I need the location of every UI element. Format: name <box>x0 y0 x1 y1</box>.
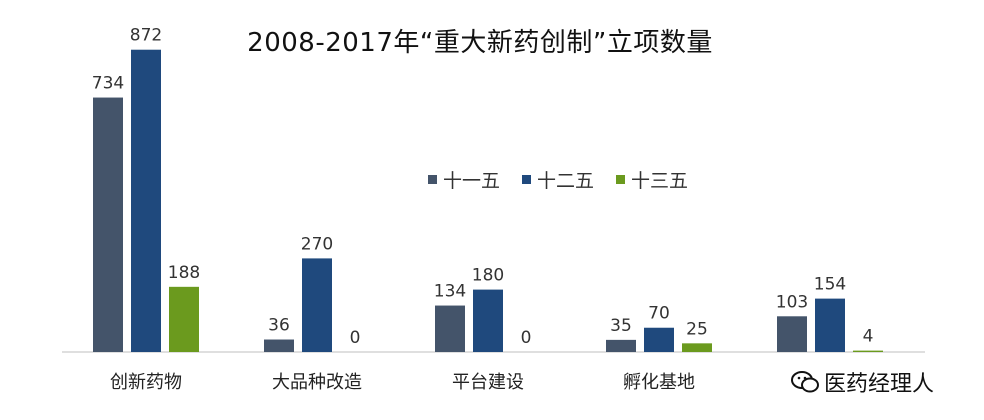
bar-c1-s0 <box>264 339 294 352</box>
bar-c0-s2 <box>169 286 199 352</box>
data-label-c1-s0: 36 <box>268 316 290 336</box>
bar-c3-s0 <box>606 339 636 352</box>
legend-item-series-1: 十一五 <box>428 166 500 193</box>
watermark: 医药经理人 <box>790 362 980 402</box>
bar-c0-s1 <box>131 49 161 352</box>
data-label-c3-s2: 25 <box>686 319 708 339</box>
legend-item-series-2: 十二五 <box>522 166 594 193</box>
legend-swatch-series-2 <box>522 175 532 184</box>
wechat-icon <box>791 371 819 393</box>
data-label-c4-s0: 103 <box>776 292 808 312</box>
data-label-c3-s0: 35 <box>610 316 632 336</box>
watermark-text: 医药经理人 <box>824 372 935 397</box>
data-label-c1-s1: 270 <box>301 234 333 254</box>
data-label-c1-s2: 0 <box>350 328 361 348</box>
legend-item-series-3: 十三五 <box>616 166 688 193</box>
bar-c3-s2 <box>682 343 712 352</box>
legend-swatch-series-1 <box>428 175 437 184</box>
category-label-2: 平台建设 <box>452 372 524 393</box>
legend-swatch-series-3 <box>616 175 626 184</box>
bar-c3-s1 <box>644 327 674 352</box>
bar-c4-s2 <box>853 350 883 352</box>
chart-title: 2008-2017年“重大新药创制”立项数量 <box>247 28 713 58</box>
data-label-c4-s2: 4 <box>863 327 874 347</box>
legend-label-series-1: 十一五 <box>443 170 501 192</box>
data-label-c0-s1: 872 <box>130 26 162 46</box>
data-label-c0-s2: 188 <box>168 263 200 283</box>
data-label-c2-s0: 134 <box>434 282 466 302</box>
bar-c1-s1 <box>302 258 332 352</box>
category-label-3: 孵化基地 <box>623 372 695 393</box>
data-label-c2-s2: 0 <box>521 328 532 348</box>
bar-c2-s0 <box>435 305 465 352</box>
bar-c2-s1 <box>473 289 503 352</box>
category-label-0: 创新药物 <box>110 372 182 393</box>
legend-label-series-3: 十三五 <box>631 170 689 192</box>
legend: 十一五 十二五 十三五 <box>428 166 688 193</box>
category-label-1: 大品种改造 <box>272 372 362 393</box>
legend-label-series-2: 十二五 <box>537 170 595 192</box>
bar-c4-s1 <box>815 298 845 352</box>
data-label-c0-s0: 734 <box>92 74 124 94</box>
data-label-c2-s1: 180 <box>472 266 504 286</box>
data-label-c4-s1: 154 <box>814 275 846 295</box>
bar-c0-s0 <box>93 97 123 353</box>
bar-c4-s0 <box>777 316 807 352</box>
data-label-c3-s1: 70 <box>648 304 670 324</box>
